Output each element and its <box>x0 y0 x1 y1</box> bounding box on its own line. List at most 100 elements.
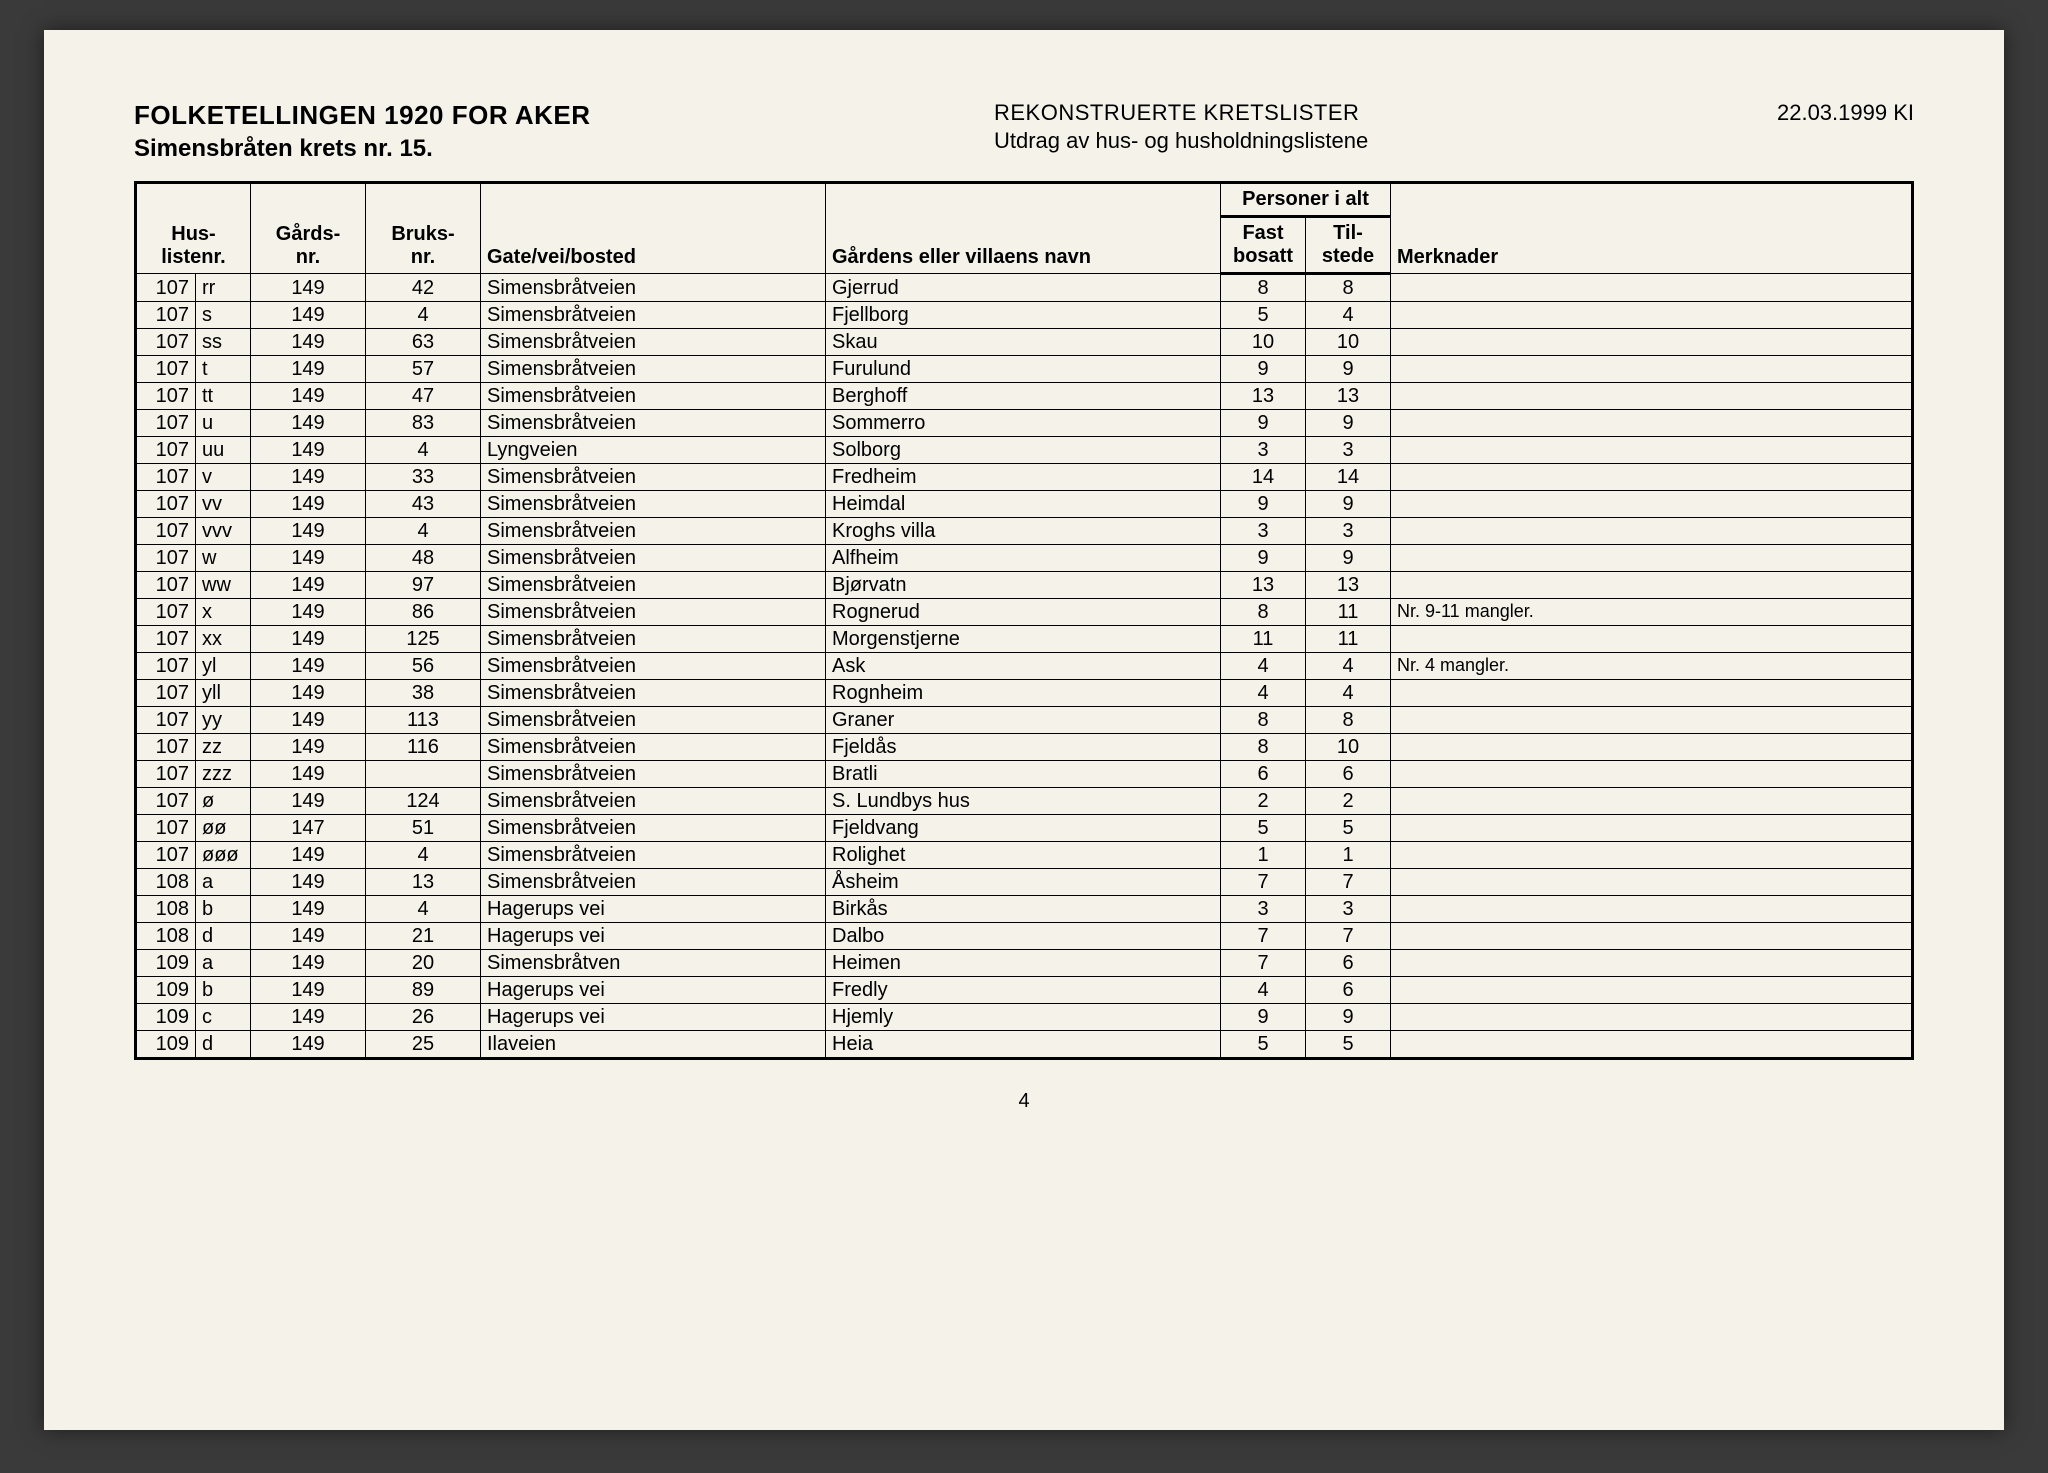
cell-merk <box>1391 707 1913 734</box>
table-row: 107w14948SimensbråtveienAlfheim99 <box>136 545 1913 572</box>
cell-gate: Simensbråtveien <box>481 572 826 599</box>
header-right: 22.03.1999 KI <box>1694 100 1914 163</box>
cell-merk <box>1391 491 1913 518</box>
title-sub: Simensbråten krets nr. 15. <box>134 135 834 163</box>
cell-gards: 149 <box>251 1004 366 1031</box>
cell-hus2: c <box>196 1004 251 1031</box>
cell-hus1: 107 <box>136 491 196 518</box>
cell-gate: Simensbråtveien <box>481 518 826 545</box>
cell-gate: Simensbråtveien <box>481 383 826 410</box>
cell-bruks: 4 <box>366 842 481 869</box>
cell-merk <box>1391 950 1913 977</box>
cell-gate: Simensbråtveien <box>481 599 826 626</box>
header-left: FOLKETELLINGEN 1920 FOR AKER Simensbråte… <box>134 100 834 163</box>
cell-fast: 9 <box>1221 1004 1306 1031</box>
cell-navn: Ask <box>826 653 1221 680</box>
col-til: Til- stede <box>1306 217 1391 274</box>
cell-gate: Lyngveien <box>481 437 826 464</box>
cell-til: 10 <box>1306 329 1391 356</box>
cell-bruks: 97 <box>366 572 481 599</box>
cell-gate: Simensbråtveien <box>481 707 826 734</box>
cell-gate: Ilaveien <box>481 1031 826 1059</box>
cell-gards: 149 <box>251 842 366 869</box>
cell-merk <box>1391 842 1913 869</box>
cell-hus2: a <box>196 950 251 977</box>
table-row: 107vv14943SimensbråtveienHeimdal99 <box>136 491 1913 518</box>
cell-fast: 4 <box>1221 977 1306 1004</box>
cell-navn: Fjeldås <box>826 734 1221 761</box>
col-fast: Fast bosatt <box>1221 217 1306 274</box>
cell-til: 11 <box>1306 626 1391 653</box>
cell-gards: 149 <box>251 950 366 977</box>
cell-merk <box>1391 410 1913 437</box>
cell-navn: Furulund <box>826 356 1221 383</box>
cell-bruks: 48 <box>366 545 481 572</box>
cell-navn: Solborg <box>826 437 1221 464</box>
table-row: 107zzz149SimensbråtveienBratli66 <box>136 761 1913 788</box>
cell-gards: 147 <box>251 815 366 842</box>
table-row: 107yl14956SimensbråtveienAsk44Nr. 4 mang… <box>136 653 1913 680</box>
cell-bruks: 33 <box>366 464 481 491</box>
cell-gate: Simensbråtveien <box>481 410 826 437</box>
header-center: REKONSTRUERTE KRETSLISTER Utdrag av hus-… <box>834 100 1694 163</box>
cell-gate: Simensbråtven <box>481 950 826 977</box>
cell-hus1: 109 <box>136 1031 196 1059</box>
cell-hus2: uu <box>196 437 251 464</box>
cell-navn: Hjemly <box>826 1004 1221 1031</box>
cell-fast: 9 <box>1221 410 1306 437</box>
cell-fast: 11 <box>1221 626 1306 653</box>
cell-navn: Heia <box>826 1031 1221 1059</box>
cell-bruks: 13 <box>366 869 481 896</box>
cell-merk <box>1391 896 1913 923</box>
cell-bruks: 4 <box>366 437 481 464</box>
cell-merk <box>1391 356 1913 383</box>
cell-merk: Nr. 9-11 mangler. <box>1391 599 1913 626</box>
cell-til: 6 <box>1306 977 1391 1004</box>
cell-fast: 8 <box>1221 274 1306 302</box>
cell-gards: 149 <box>251 545 366 572</box>
cell-hus1: 108 <box>136 923 196 950</box>
cell-gate: Simensbråtveien <box>481 761 826 788</box>
table-row: 107v14933SimensbråtveienFredheim1414 <box>136 464 1913 491</box>
cell-navn: Rolighet <box>826 842 1221 869</box>
cell-merk <box>1391 815 1913 842</box>
cell-fast: 5 <box>1221 302 1306 329</box>
cell-fast: 5 <box>1221 1031 1306 1059</box>
cell-hus2: øøø <box>196 842 251 869</box>
cell-hus1: 107 <box>136 329 196 356</box>
table-row: 107tt14947SimensbråtveienBerghoff1313 <box>136 383 1913 410</box>
cell-hus2: x <box>196 599 251 626</box>
table-row: 109b14989Hagerups veiFredly46 <box>136 977 1913 1004</box>
cell-bruks: 38 <box>366 680 481 707</box>
cell-hus2: d <box>196 923 251 950</box>
cell-hus2: rr <box>196 274 251 302</box>
cell-bruks: 25 <box>366 1031 481 1059</box>
cell-gards: 149 <box>251 680 366 707</box>
cell-hus1: 107 <box>136 788 196 815</box>
cell-gards: 149 <box>251 761 366 788</box>
cell-gards: 149 <box>251 923 366 950</box>
cell-hus1: 108 <box>136 896 196 923</box>
cell-bruks: 56 <box>366 653 481 680</box>
cell-gards: 149 <box>251 977 366 1004</box>
cell-gards: 149 <box>251 599 366 626</box>
cell-gate: Simensbråtveien <box>481 815 826 842</box>
cell-bruks: 51 <box>366 815 481 842</box>
date: 22.03.1999 KI <box>1694 100 1914 126</box>
cell-merk <box>1391 977 1913 1004</box>
table-row: 107s1494SimensbråtveienFjellborg54 <box>136 302 1913 329</box>
cell-gards: 149 <box>251 437 366 464</box>
cell-gate: Simensbråtveien <box>481 329 826 356</box>
cell-merk <box>1391 518 1913 545</box>
cell-til: 13 <box>1306 572 1391 599</box>
cell-hus1: 107 <box>136 518 196 545</box>
cell-til: 2 <box>1306 788 1391 815</box>
cell-hus1: 107 <box>136 680 196 707</box>
table-row: 107øø14751SimensbråtveienFjeldvang55 <box>136 815 1913 842</box>
cell-gards: 149 <box>251 383 366 410</box>
cell-gards: 149 <box>251 869 366 896</box>
table-row: 107ww14997SimensbråtveienBjørvatn1313 <box>136 572 1913 599</box>
cell-gate: Simensbråtveien <box>481 869 826 896</box>
cell-til: 4 <box>1306 302 1391 329</box>
cell-navn: Morgenstjerne <box>826 626 1221 653</box>
